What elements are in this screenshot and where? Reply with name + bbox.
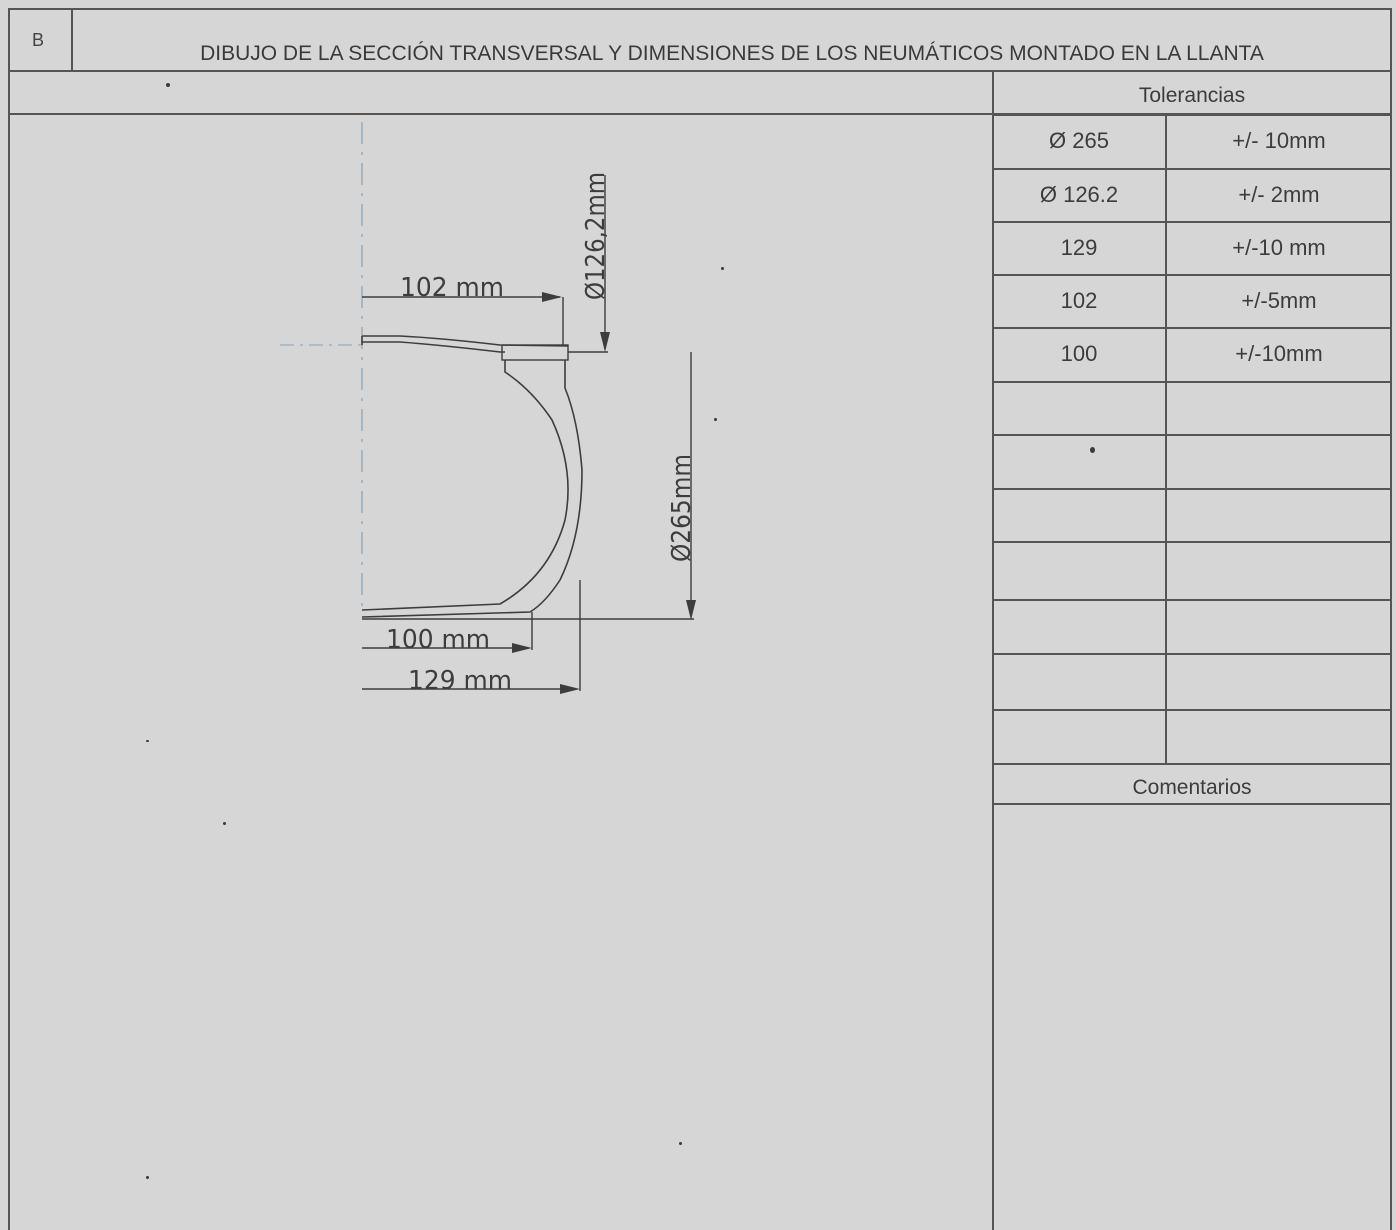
dim-100-label: 100 mm — [386, 625, 490, 655]
scan-speck — [1090, 447, 1095, 453]
dimension-cell[interactable]: Ø 126.2 — [1039, 182, 1119, 207]
tread-top-inner — [362, 341, 505, 353]
tolerance-cell[interactable]: +/-10 mm — [1232, 235, 1326, 260]
table-row: 100 +/-10mm — [993, 327, 1391, 381]
bead-seat — [501, 344, 569, 361]
scan-speck — [223, 822, 226, 825]
table-column-divider — [1165, 114, 1167, 763]
dim-265-label: Ø265mm — [667, 454, 697, 562]
table-row-line — [993, 434, 1391, 436]
subheader-bottom-line — [8, 113, 1392, 115]
tolerances-heading: Tolerancias — [1138, 84, 1246, 107]
table-row-line — [993, 488, 1391, 490]
table-row-line — [993, 599, 1391, 601]
table-row: Ø 126.2 +/- 2mm — [993, 168, 1391, 221]
dimension-lines — [362, 175, 696, 694]
table-row-line — [993, 541, 1391, 543]
dim-126-label: Ø126,2mm — [581, 172, 611, 300]
comments-body[interactable] — [1003, 815, 1381, 1215]
dimension-cell[interactable]: 100 — [1060, 341, 1098, 366]
table-row-line — [993, 381, 1391, 383]
scan-speck — [714, 418, 717, 421]
dim-100-arrow — [512, 643, 532, 653]
tread-top-outer — [362, 335, 569, 347]
tolerance-cell[interactable]: +/-5mm — [1241, 288, 1317, 313]
tire-profile — [361, 335, 583, 618]
section-letter: B — [32, 30, 45, 50]
table-row: 129 +/-10 mm — [993, 221, 1391, 274]
table-row-line — [993, 221, 1391, 223]
frame-top — [8, 8, 1392, 10]
table-row — [993, 434, 1391, 488]
dim-102-label: 102 mm — [400, 273, 504, 303]
table-row-line — [993, 114, 1391, 116]
table-row — [993, 381, 1391, 434]
table-row — [993, 653, 1391, 709]
table-row: Ø 265 +/- 10mm — [993, 114, 1391, 168]
dim-126-arrow — [600, 332, 610, 352]
dim-265-arrow — [686, 600, 696, 620]
section-letter-divider — [71, 8, 73, 71]
table-row-line — [993, 653, 1391, 655]
frame-right — [1390, 8, 1392, 1230]
dimension-cell[interactable]: 102 — [1060, 288, 1098, 313]
scan-speck — [679, 1142, 682, 1145]
dim-129-arrow — [560, 684, 580, 694]
page-title: DIBUJO DE LA SECCIÓN TRANSVERSAL Y DIMEN… — [200, 42, 1264, 65]
table-row — [993, 488, 1391, 541]
table-row-line — [993, 168, 1391, 170]
table-row — [993, 599, 1391, 653]
table-row-line — [993, 327, 1391, 329]
dimension-cell[interactable]: Ø 265 — [1049, 128, 1109, 153]
table-row — [993, 541, 1391, 599]
comments-top-line — [993, 763, 1391, 765]
right-panel-divider — [992, 70, 994, 1230]
tolerance-cell[interactable]: +/- 2mm — [1238, 182, 1320, 207]
tire-cross-section-drawing: 102 mm Ø126,2mm Ø265mm 100 mm 129 mm — [280, 122, 697, 696]
dimension-cell[interactable]: 129 — [1060, 235, 1098, 260]
sidewall-inner — [361, 360, 569, 611]
sidewall-outer — [361, 360, 583, 618]
tolerances-table: Tolerancias Ø 265 +/- 10mm Ø 126.2 +/- 2mm 1… — [993, 71, 1391, 806]
scan-speck — [146, 1176, 149, 1179]
table-row: 102 +/-5mm — [993, 274, 1391, 327]
scan-speck — [721, 267, 724, 270]
tolerance-cell[interactable]: +/-10mm — [1235, 341, 1323, 366]
header-bottom-line — [8, 70, 1392, 72]
table-row-line — [993, 274, 1391, 276]
scan-speck — [146, 740, 149, 742]
dim-102-arrow — [542, 292, 562, 302]
frame-left — [8, 8, 10, 1230]
tolerance-cell[interactable]: +/- 10mm — [1232, 128, 1326, 153]
dim-129-label: 129 mm — [408, 666, 512, 696]
scan-speck — [166, 83, 170, 87]
comments-heading: Comentarios — [1132, 776, 1252, 799]
comments-bottom-line — [993, 803, 1391, 805]
table-row-line — [993, 709, 1391, 711]
